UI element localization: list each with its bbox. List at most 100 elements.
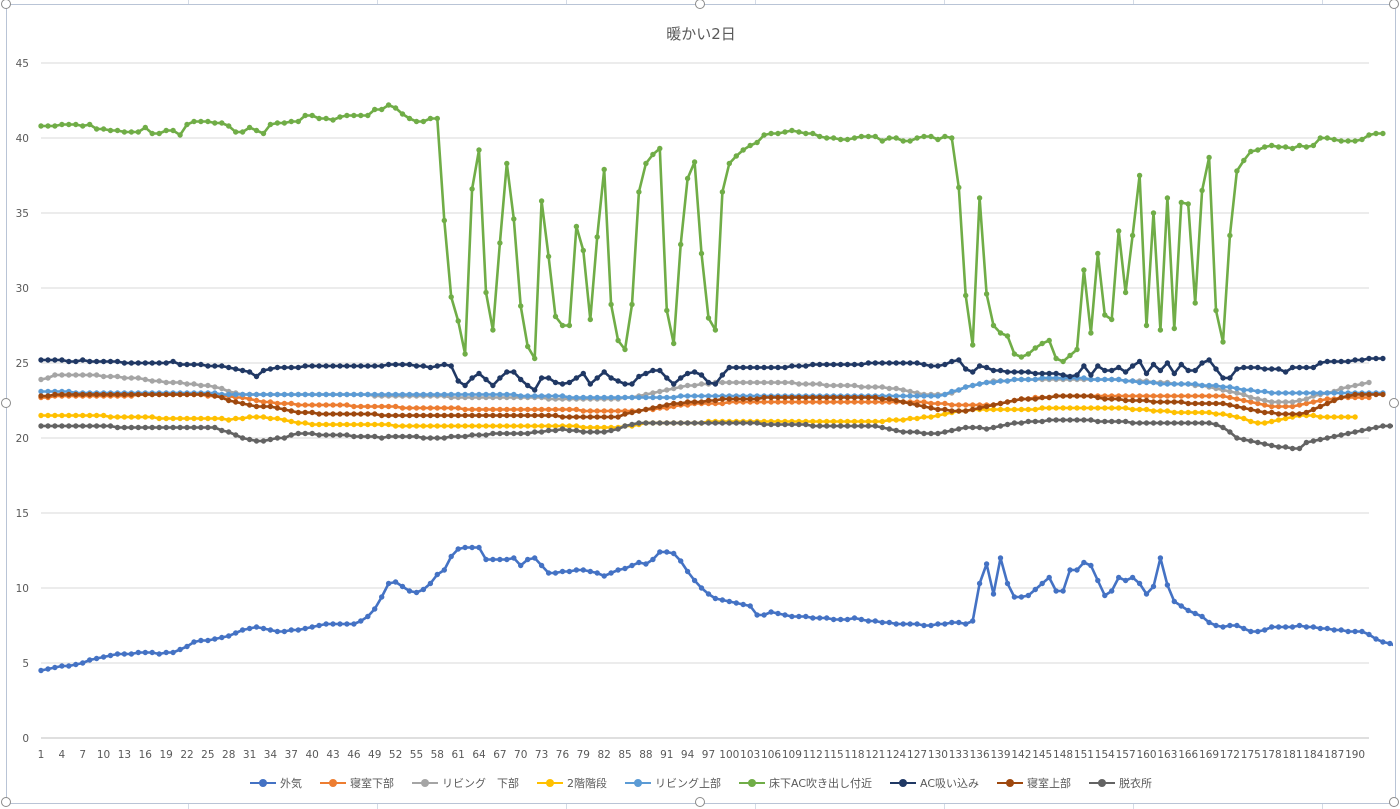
- x-tick-label: 43: [326, 749, 339, 761]
- data-point: [629, 301, 635, 308]
- data-point: [824, 418, 830, 425]
- data-point: [198, 637, 204, 644]
- resize-handle-top-right[interactable]: [1389, 0, 1399, 9]
- data-point: [1248, 628, 1254, 635]
- data-point: [900, 429, 906, 435]
- data-point: [497, 240, 503, 246]
- data-point: [38, 412, 44, 419]
- data-point: [761, 379, 767, 386]
- data-point: [1032, 376, 1039, 383]
- x-tick-label: 85: [618, 749, 631, 761]
- data-point: [1004, 421, 1011, 428]
- resize-handle-middle-right[interactable]: [1389, 398, 1399, 408]
- data-point: [330, 421, 336, 428]
- data-point: [372, 391, 378, 398]
- data-point: [1136, 172, 1143, 179]
- chart-area[interactable]: 暖かい2日 0 5 10 15 20 25 30 35 40 45 1 4 7 10 13 16 19 22 25 2…: [6, 4, 1396, 804]
- data-point: [219, 427, 225, 434]
- data-point: [191, 361, 197, 368]
- data-point: [803, 394, 809, 401]
- data-point: [893, 393, 899, 399]
- data-point: [1081, 559, 1087, 566]
- data-point: [260, 367, 267, 374]
- resize-handle-bottom-center[interactable]: [695, 797, 705, 807]
- data-point: [817, 394, 823, 401]
- data-point: [1192, 367, 1198, 374]
- data-point: [121, 424, 128, 431]
- data-point: [379, 594, 385, 600]
- data-point: [1053, 588, 1059, 594]
- data-point: [281, 120, 288, 126]
- data-point: [1199, 400, 1205, 407]
- data-point: [879, 138, 885, 144]
- data-point: [566, 406, 573, 413]
- data-point: [1088, 393, 1094, 399]
- data-point: [1227, 388, 1233, 395]
- data-point: [1025, 418, 1031, 425]
- data-point: [1164, 399, 1171, 405]
- resize-handle-middle-left[interactable]: [1, 398, 11, 408]
- data-point: [1039, 375, 1045, 381]
- data-point: [1164, 582, 1171, 588]
- x-tick-label: 28: [222, 749, 235, 761]
- data-point: [1053, 393, 1059, 399]
- data-point: [921, 393, 927, 399]
- data-point: [260, 438, 267, 444]
- data-point: [427, 412, 434, 419]
- data-point: [622, 394, 628, 401]
- resize-handle-bottom-right[interactable]: [1389, 797, 1399, 807]
- data-point: [1129, 363, 1136, 369]
- data-point: [587, 414, 593, 420]
- data-point: [1255, 628, 1261, 635]
- data-point: [448, 433, 454, 440]
- data-point: [1074, 417, 1080, 423]
- data-point: [420, 363, 427, 369]
- data-point: [1192, 300, 1198, 306]
- data-point: [372, 106, 378, 113]
- data-point: [1352, 628, 1358, 635]
- data-point: [1178, 381, 1185, 387]
- data-point: [497, 430, 503, 437]
- data-point: [990, 402, 997, 408]
- y-tick-label: 10: [16, 583, 29, 595]
- data-point: [100, 423, 107, 429]
- data-point: [552, 570, 559, 576]
- data-point: [698, 420, 705, 426]
- resize-handle-top-center[interactable]: [695, 0, 705, 9]
- data-point: [302, 391, 308, 398]
- data-point: [532, 429, 538, 435]
- data-point: [518, 412, 524, 419]
- data-point: [608, 427, 614, 434]
- data-point: [309, 391, 315, 398]
- legend-item: 外気: [249, 775, 302, 791]
- resize-handle-top-left[interactable]: [1, 0, 11, 9]
- data-point: [177, 424, 183, 431]
- data-point: [260, 399, 267, 405]
- data-point: [678, 400, 684, 407]
- y-tick-label: 20: [16, 433, 29, 445]
- data-point: [198, 415, 204, 422]
- data-point: [893, 360, 899, 366]
- data-point: [810, 399, 816, 405]
- data-point: [87, 412, 93, 419]
- data-point: [184, 361, 190, 368]
- data-point: [678, 420, 684, 426]
- data-point: [900, 138, 906, 144]
- data-point: [1338, 394, 1344, 401]
- data-point: [1060, 393, 1066, 399]
- data-point: [1178, 199, 1185, 206]
- data-point: [1004, 580, 1011, 587]
- data-point: [650, 390, 656, 396]
- resize-handle-bottom-left[interactable]: [1, 797, 11, 807]
- data-point: [900, 360, 906, 366]
- data-point: [1157, 381, 1164, 387]
- data-point: [1303, 144, 1310, 150]
- data-point: [1289, 364, 1296, 371]
- data-point: [233, 399, 239, 405]
- data-point: [761, 394, 767, 401]
- data-point: [566, 414, 573, 420]
- data-point: [858, 616, 865, 623]
- data-point: [900, 387, 906, 393]
- data-point: [1275, 366, 1282, 372]
- data-point: [1025, 396, 1031, 402]
